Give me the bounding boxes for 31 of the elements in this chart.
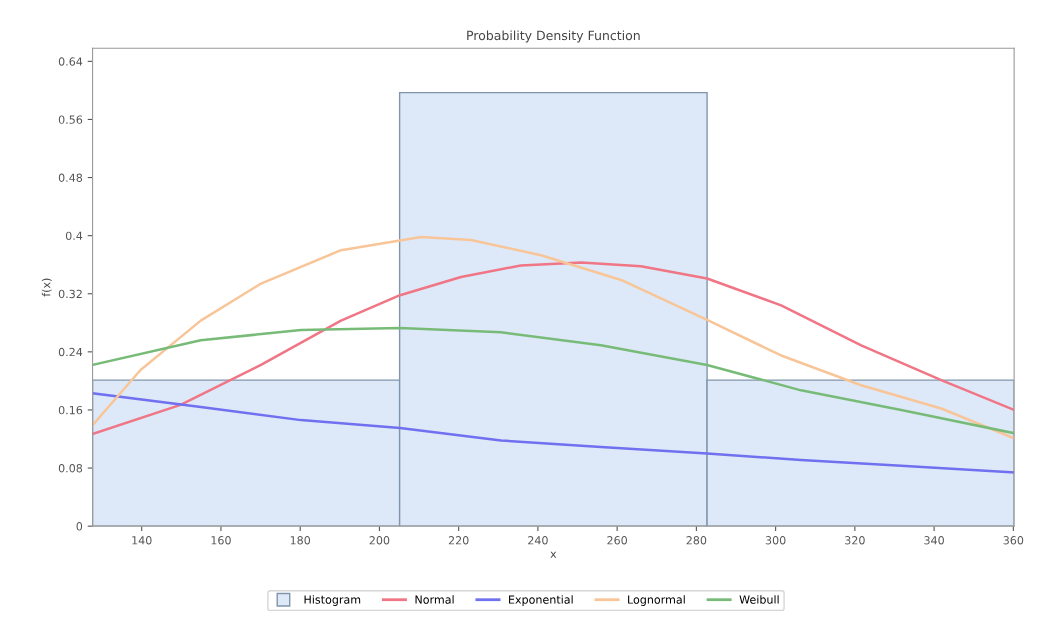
legend-label: Histogram xyxy=(304,595,361,606)
y-tick-label: 0 xyxy=(76,522,83,531)
x-tick-label: 240 xyxy=(528,536,548,545)
x-axis-title: x xyxy=(550,551,557,558)
x-tick-label: 140 xyxy=(132,536,152,545)
legend-label: Exponential xyxy=(509,595,573,606)
y-tick-label: 0.4 xyxy=(65,231,83,241)
legend-label: Normal xyxy=(415,595,454,604)
x-tick-label: 280 xyxy=(686,536,707,545)
y-tick-label: 0.56 xyxy=(58,115,83,124)
x-tick-label: 320 xyxy=(845,536,865,545)
x-tick-label: 300 xyxy=(765,536,786,545)
y-axis-title: f(x) xyxy=(41,278,52,297)
y-tick-label: 0.24 xyxy=(58,347,83,357)
y-tick-label: 0.16 xyxy=(58,405,83,415)
legend-label: Weibull xyxy=(739,595,779,604)
x-tick-label: 260 xyxy=(607,536,628,545)
y-tick-label: 0.08 xyxy=(58,464,83,473)
x-tick-label: 160 xyxy=(211,536,231,545)
x-tick-label: 180 xyxy=(290,536,311,545)
line-series xyxy=(92,392,1015,474)
x-tick-label: 360 xyxy=(1003,536,1024,545)
legend-label: Lognormal xyxy=(628,595,685,606)
y-tick-label: 0.48 xyxy=(58,173,83,182)
chart-title: Probability Density Function xyxy=(467,30,640,43)
y-tick-label: 0.64 xyxy=(58,57,83,66)
x-tick-label: 220 xyxy=(448,536,469,545)
x-tick-label: 200 xyxy=(369,536,390,545)
x-tick-label: 340 xyxy=(924,536,944,545)
y-tick-label: 0.32 xyxy=(58,289,82,299)
line-series xyxy=(92,326,1015,435)
